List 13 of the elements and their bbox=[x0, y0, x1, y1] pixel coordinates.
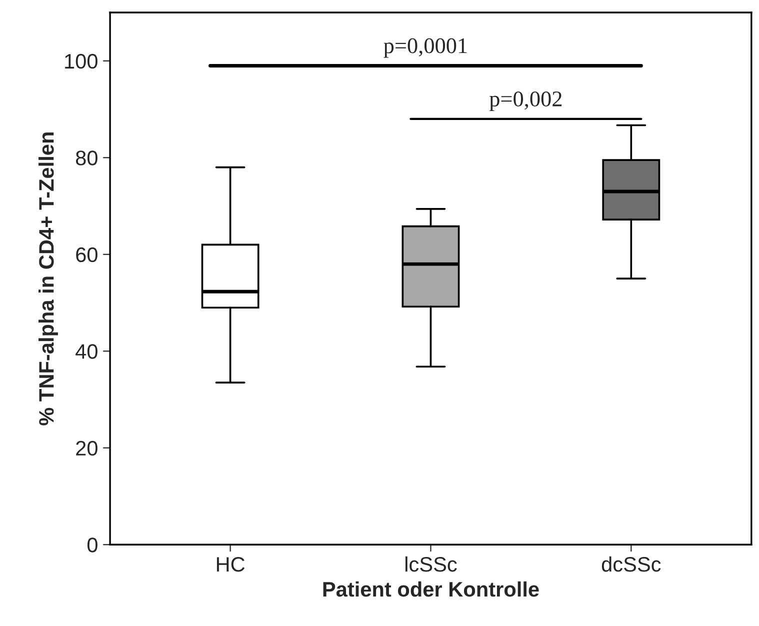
y-tick-label: 20 bbox=[76, 440, 98, 456]
annotation: p=0,0001 bbox=[384, 38, 467, 58]
y-tick-label: 80 bbox=[76, 150, 98, 166]
y-axis-title: % TNF-alpha in CD4+ T-Zellen bbox=[38, 132, 58, 426]
y-tick-label: 60 bbox=[76, 247, 98, 262]
y-tick-label: 40 bbox=[76, 344, 98, 359]
x-tick-label: HC bbox=[216, 556, 245, 572]
y-tick-label: 100 bbox=[65, 54, 98, 69]
x-axis-title: Patient oder Kontrolle bbox=[323, 581, 539, 597]
x-tick-label: lcSSc bbox=[406, 556, 457, 572]
x-tick-label: dcSSc bbox=[602, 556, 661, 572]
annotation: p=0,002 bbox=[489, 91, 562, 111]
y-tick-label: 0 bbox=[87, 538, 98, 552]
